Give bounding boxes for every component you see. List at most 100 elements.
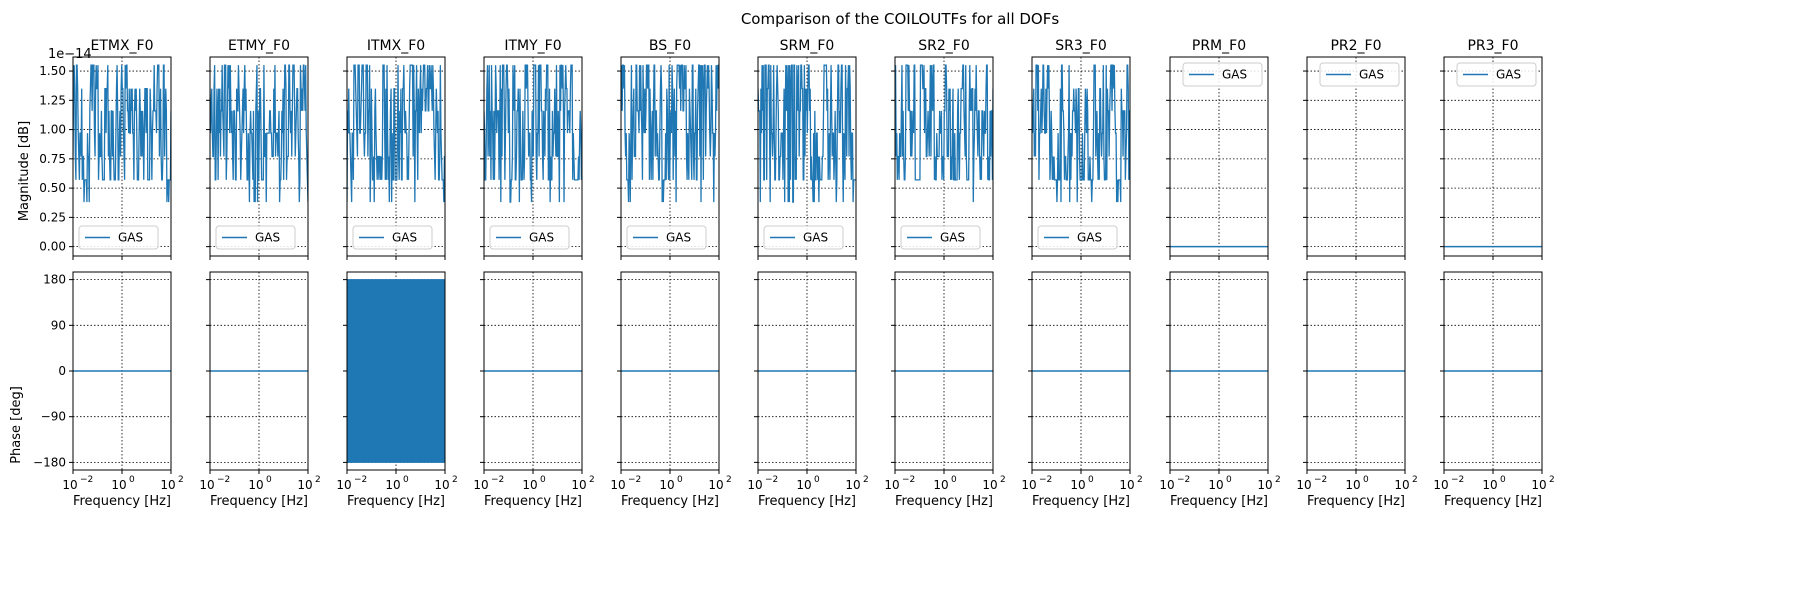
- x-tick-exponent: 2: [1275, 475, 1281, 485]
- legend: GAS: [1456, 62, 1537, 87]
- x-tick-exponent: 2: [452, 475, 458, 485]
- x-tick-label: 10: [1345, 478, 1360, 492]
- x-tick-exponent: −2: [1177, 475, 1190, 485]
- panel-title: PR2_F0: [1330, 38, 1381, 54]
- legend: GAS: [1037, 225, 1118, 250]
- x-tick-label: 10: [1531, 478, 1546, 492]
- x-axis-label: Frequency [Hz]: [1170, 494, 1268, 509]
- magnitude-offset-text: 1e−14: [48, 47, 92, 62]
- legend-box: [78, 225, 159, 250]
- magnitude-tick-label: 1.50: [39, 64, 66, 78]
- x-tick-label: 10: [933, 478, 948, 492]
- panel-title: SRM_F0: [780, 38, 835, 54]
- magnitude-series-line: [895, 64, 993, 203]
- x-tick-label: 10: [1159, 478, 1174, 492]
- x-tick-label: 10: [1119, 478, 1134, 492]
- legend-box: [1182, 62, 1263, 87]
- legend-box: [1456, 62, 1537, 87]
- x-tick-label: 10: [111, 478, 126, 492]
- magnitude-series-line: [210, 64, 308, 203]
- magnitude-tick-label: 1.00: [39, 123, 66, 137]
- x-tick-label: 10: [571, 478, 586, 492]
- x-tick-label: 10: [708, 478, 723, 492]
- x-tick-label: 10: [385, 478, 400, 492]
- x-axis-label: Frequency [Hz]: [484, 494, 582, 509]
- x-axis-label: Frequency [Hz]: [1307, 494, 1405, 509]
- x-tick-exponent: 2: [1000, 475, 1006, 485]
- x-tick-label: 10: [610, 478, 625, 492]
- panel-title: SR2_F0: [918, 38, 969, 54]
- phase-tick-label: 90: [51, 318, 66, 332]
- x-tick-label: 10: [1208, 478, 1223, 492]
- x-tick-label: 10: [982, 478, 997, 492]
- legend-box: [626, 225, 707, 250]
- magnitude-series-line: [484, 64, 582, 203]
- magnitude-series-line: [347, 64, 445, 203]
- panel-title: SR3_F0: [1055, 38, 1106, 54]
- x-tick-exponent: 0: [1088, 475, 1094, 485]
- x-tick-exponent: 2: [1137, 475, 1143, 485]
- figure-title: Comparison of the COILOUTFs for all DOFs: [741, 10, 1060, 28]
- x-tick-label: 10: [1070, 478, 1085, 492]
- x-tick-label: 10: [522, 478, 537, 492]
- legend-box: [215, 225, 296, 250]
- x-tick-exponent: 0: [540, 475, 546, 485]
- legend-box: [1319, 62, 1400, 87]
- x-tick-exponent: −2: [765, 475, 778, 485]
- legend-label: GAS: [392, 231, 417, 245]
- panel-title: BS_F0: [649, 38, 691, 54]
- x-tick-exponent: −2: [1451, 475, 1464, 485]
- legend-label: GAS: [529, 231, 554, 245]
- x-tick-exponent: −2: [1314, 475, 1327, 485]
- legend-box: [352, 225, 433, 250]
- x-axis-label: Frequency [Hz]: [1032, 494, 1130, 509]
- x-tick-exponent: −2: [80, 475, 93, 485]
- legend-box: [900, 225, 981, 250]
- legend-label: GAS: [1496, 68, 1521, 82]
- x-tick-exponent: −2: [902, 475, 915, 485]
- magnitude-axis-label: Magnitude [dB]: [17, 121, 32, 221]
- x-axis-label: Frequency [Hz]: [621, 494, 719, 509]
- x-axis-label: Frequency [Hz]: [1444, 494, 1542, 509]
- x-tick-exponent: −2: [217, 475, 230, 485]
- magnitude-tick-label: 1.25: [39, 93, 66, 107]
- x-tick-exponent: 0: [677, 475, 683, 485]
- panel-title: ITMY_F0: [504, 38, 561, 54]
- magnitude-tick-label: 0.25: [39, 210, 66, 224]
- legend: GAS: [215, 225, 296, 250]
- phase-tick-label: 0: [58, 364, 66, 378]
- x-tick-label: 10: [199, 478, 214, 492]
- x-tick-label: 10: [747, 478, 762, 492]
- phase-tick-label: −180: [33, 455, 66, 469]
- phase-series-band: [346, 279, 446, 463]
- legend: GAS: [1319, 62, 1400, 87]
- legend-box: [1037, 225, 1118, 250]
- x-tick-exponent: 0: [1500, 475, 1506, 485]
- legend-label: GAS: [118, 231, 143, 245]
- x-tick-exponent: −2: [1039, 475, 1052, 485]
- x-axis-label: Frequency [Hz]: [347, 494, 445, 509]
- x-tick-exponent: 0: [951, 475, 957, 485]
- x-tick-exponent: 0: [814, 475, 820, 485]
- legend-label: GAS: [803, 231, 828, 245]
- x-tick-exponent: 2: [726, 475, 732, 485]
- x-tick-label: 10: [434, 478, 449, 492]
- x-tick-label: 10: [845, 478, 860, 492]
- x-tick-exponent: −2: [491, 475, 504, 485]
- panel-title: ETMY_F0: [228, 38, 290, 54]
- x-axis-label: Frequency [Hz]: [758, 494, 856, 509]
- x-tick-label: 10: [1433, 478, 1448, 492]
- x-tick-exponent: 0: [266, 475, 272, 485]
- panel-etmx-f0: ETMX_F0 0.00 0.25 0.50 0.75 1.00 1.25 1.50 GAS 10…: [33, 38, 184, 509]
- magnitude-series-line: [621, 64, 719, 203]
- x-tick-exponent: 2: [178, 475, 184, 485]
